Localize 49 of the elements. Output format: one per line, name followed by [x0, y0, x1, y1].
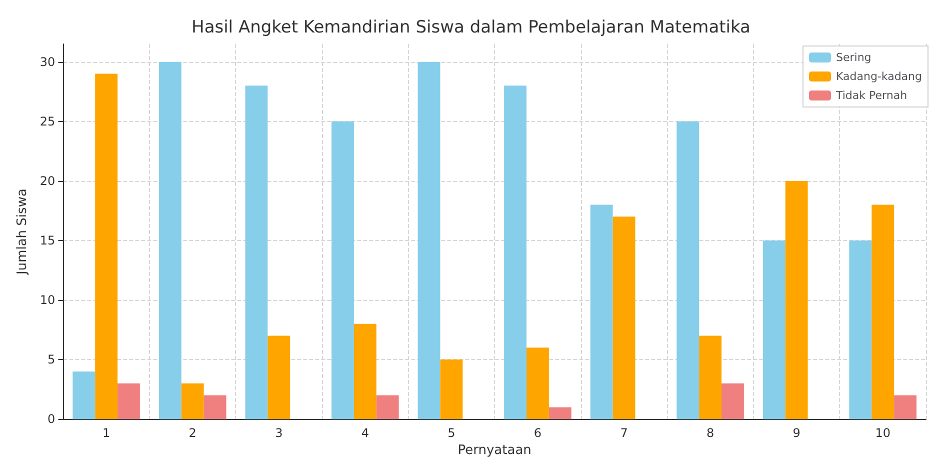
- bar: [676, 121, 700, 420]
- x-tick-label: 9: [792, 426, 800, 440]
- legend-label: Tidak Pernah: [835, 89, 908, 102]
- x-tick-label: 2: [188, 426, 196, 440]
- bar: [548, 407, 572, 420]
- bar: [354, 324, 376, 420]
- bar: [158, 62, 182, 420]
- bar: [118, 383, 140, 420]
- x-tick-label: 7: [620, 426, 628, 440]
- bar: [849, 240, 872, 420]
- y-axis-title: Jumlah Siswa: [15, 188, 30, 276]
- bar: [181, 383, 204, 420]
- legend-label: Kadang-kadang: [836, 70, 922, 83]
- bar: [268, 336, 290, 420]
- bar: [72, 371, 96, 420]
- bar: [95, 74, 118, 420]
- bar: [418, 62, 440, 420]
- bar: [245, 86, 268, 420]
- x-tick-label: 4: [361, 426, 369, 440]
- y-tick-label: 25: [40, 114, 56, 128]
- y-tick-label: 30: [40, 54, 56, 69]
- y-tick-label: 20: [40, 174, 56, 188]
- x-tick-label: 10: [875, 426, 890, 440]
- bar: [440, 360, 463, 420]
- bar: [699, 336, 722, 420]
- bar: [204, 395, 226, 420]
- chart-title: Hasil Angket Kemandirian Siswa dalam Pembelajaran Matematika: [192, 18, 750, 38]
- y-tick-label: 15: [40, 233, 56, 248]
- x-tick-label: 8: [706, 426, 714, 440]
- x-tick-label: 5: [448, 426, 456, 440]
- bar: [612, 216, 636, 420]
- y-tick-label: 5: [48, 352, 56, 367]
- bar: [376, 395, 399, 420]
- legend-label: Sering: [836, 51, 872, 64]
- bar: [332, 121, 354, 420]
- bar: [785, 180, 808, 420]
- bar: [762, 240, 786, 420]
- x-tick-label: 6: [534, 426, 542, 440]
- y-tick-label: 10: [40, 293, 56, 308]
- x-tick-label: 3: [275, 426, 283, 440]
- bar: [894, 395, 917, 420]
- bar: [872, 204, 894, 420]
- bar: [590, 204, 613, 420]
- bar: [722, 383, 744, 420]
- y-tick-label: 0: [48, 412, 56, 426]
- bar: [526, 348, 549, 420]
- x-axis-title: Pernyataan: [458, 443, 532, 458]
- bar: [504, 86, 527, 420]
- x-tick-label: 1: [102, 426, 110, 440]
